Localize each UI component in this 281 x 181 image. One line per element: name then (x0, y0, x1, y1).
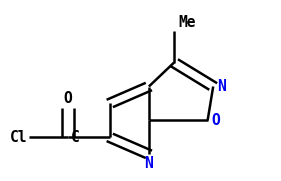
Text: C: C (71, 130, 79, 145)
Text: N: N (217, 79, 226, 94)
Text: O: O (212, 113, 221, 128)
Text: O: O (64, 91, 72, 106)
Text: N: N (144, 156, 153, 171)
Text: Cl: Cl (10, 130, 27, 145)
Text: Me: Me (178, 15, 196, 30)
